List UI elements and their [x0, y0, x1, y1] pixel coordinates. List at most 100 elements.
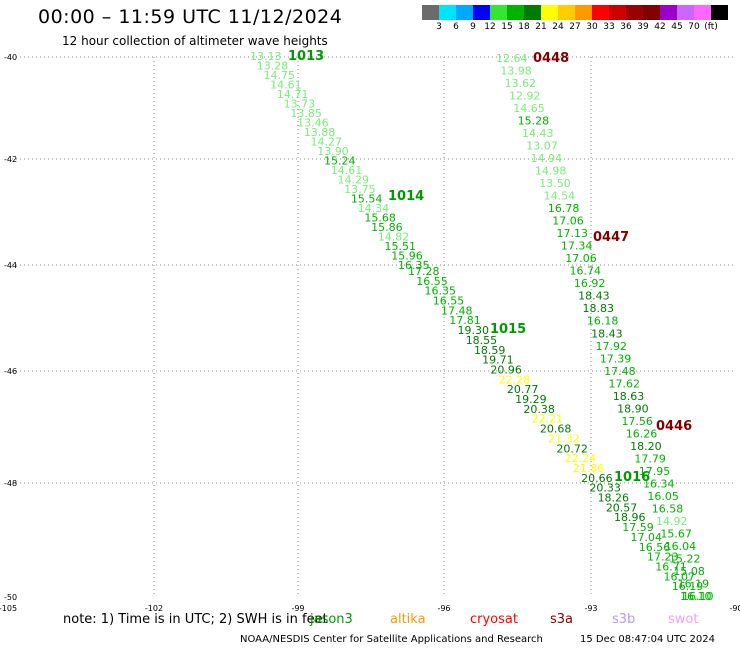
swh-value: 19.29 [515, 393, 547, 406]
colorbar-swatch [439, 5, 456, 20]
swh-value: 18.90 [617, 402, 649, 415]
swh-value: 20.33 [589, 482, 621, 495]
swh-value: 16.10 [682, 590, 714, 603]
swh-value: 17.62 [608, 377, 640, 390]
swh-value: 18.26 [598, 492, 630, 505]
swh-value: 13.07 [526, 140, 558, 153]
swh-value: 21.86 [573, 462, 605, 475]
swh-value: 17.04 [631, 531, 663, 544]
swh-value: 16.05 [647, 490, 679, 503]
swh-value: 17.23 [647, 551, 679, 564]
swh-value: 16.19 [678, 577, 710, 590]
swh-value: 13.46 [297, 117, 329, 130]
legend-item-cryosat: cryosat [470, 612, 518, 627]
swh-value: 14.92 [656, 515, 688, 528]
swh-value: 22.21 [532, 413, 564, 426]
colorbar-swatch [456, 5, 473, 20]
swh-value: 16.55 [433, 295, 465, 308]
map-grid [8, 56, 736, 597]
colorbar-tick: 27 [569, 22, 581, 32]
legend-item-s3b: s3b [612, 612, 636, 627]
legend-item-jason3: jason3 [310, 612, 353, 627]
swh-value: 17.48 [604, 365, 636, 378]
swh-value: 16.71 [655, 560, 687, 573]
swh-value: 16.92 [574, 277, 606, 290]
swh-value: 14.82 [378, 231, 410, 244]
swh-value: 17.06 [552, 215, 584, 228]
swh-value: 19.71 [482, 354, 514, 367]
swh-value: 16.10 [680, 590, 712, 603]
swh-value: 16.07 [664, 570, 696, 583]
colorbar-tick: 6 [453, 22, 459, 32]
swh-value: 15.54 [351, 193, 383, 206]
swh-value: 20.66 [581, 472, 613, 485]
colorbar-swatch [558, 5, 575, 20]
swh-value: 17.56 [621, 415, 653, 428]
lon-label: -96 [437, 604, 450, 613]
swh-value: 17.95 [639, 465, 671, 478]
swh-value: 13.75 [344, 183, 376, 196]
swh-value: 20.68 [540, 423, 572, 436]
swh-value: 17.59 [622, 521, 654, 534]
colorbar-tick: 24 [552, 22, 564, 32]
colorbar-tick: 15 [501, 22, 513, 32]
swh-value: 18.55 [466, 334, 498, 347]
colorbar-swatch [575, 5, 592, 20]
swh-value: 15.28 [518, 115, 550, 128]
colorbar-tick: 70 [688, 22, 700, 32]
swh-value: 17.81 [449, 314, 481, 327]
map-subtitle: 12 hour collection of altimeter wave hei… [62, 34, 328, 48]
swh-value: 15.51 [385, 240, 417, 253]
colorbar-swatch [626, 5, 643, 20]
swh-value: 22.24 [565, 452, 597, 465]
swh-value: 15.22 [669, 552, 701, 565]
swh-value: 20.57 [606, 501, 638, 514]
colorbar-tick: 39 [637, 22, 649, 32]
swh-value: 18.83 [583, 302, 615, 315]
pass-time-label: 0446 [656, 419, 692, 434]
swh-value: 16.58 [652, 502, 684, 515]
colorbar-swatch [711, 5, 728, 20]
swh-value: 17.06 [565, 252, 597, 265]
swh-value: 12.64 [496, 52, 528, 65]
swh-value: 13.98 [500, 65, 531, 78]
colorbar-tick: 18 [518, 22, 530, 32]
swh-value: 14.54 [544, 190, 576, 203]
swh-value: 14.61 [270, 79, 302, 92]
pass-time-label: 1015 [490, 322, 526, 337]
swh-value: 14.61 [331, 164, 363, 177]
swh-value: 16.55 [416, 275, 448, 288]
lat-label: -44 [4, 261, 17, 270]
lon-label: -93 [584, 604, 597, 613]
swh-value: 13.50 [539, 177, 571, 190]
colorbar-swatch [524, 5, 541, 20]
colorbar-swatch [473, 5, 490, 20]
swh-value: 15.68 [364, 212, 396, 225]
swh-value: 16.74 [570, 265, 602, 278]
colorbar-tick: (ft) [704, 22, 718, 32]
swh-value: 14.71 [277, 88, 309, 101]
swh-value: 18.43 [578, 290, 610, 303]
swh-value: 14.94 [531, 152, 563, 165]
swh-value: 16.35 [424, 285, 456, 298]
swh-value: 18.20 [630, 440, 662, 453]
swh-value: 15.08 [673, 565, 705, 578]
lat-label: -48 [4, 479, 17, 488]
swh-value: 18.59 [474, 344, 506, 357]
colorbar-tick: 42 [654, 22, 666, 32]
swh-value: 13.88 [304, 126, 336, 139]
swh-value: 13.90 [317, 145, 349, 158]
colorbar-swatch [609, 5, 626, 20]
colorbar-tick: 30 [586, 22, 598, 32]
map-title: 00:00 – 11:59 UTC 11/12/2024 [38, 6, 343, 28]
footer-note: note: 1) Time is in UTC; 2) SWH is in fe… [63, 612, 328, 627]
swh-value: 20.77 [507, 383, 538, 396]
pass-time-label: 0448 [533, 51, 569, 66]
swh-value: 12.92 [509, 90, 541, 103]
swh-value: 17.39 [600, 352, 632, 365]
legend-item-altika: altika [390, 612, 426, 627]
map-axes: -40 -42 -44 -46 -48 -50 -105 -102 -99 -96 -93 -90 [0, 53, 740, 613]
swh-value: 16.56 [639, 541, 671, 554]
swh-value: 14.29 [337, 174, 369, 187]
